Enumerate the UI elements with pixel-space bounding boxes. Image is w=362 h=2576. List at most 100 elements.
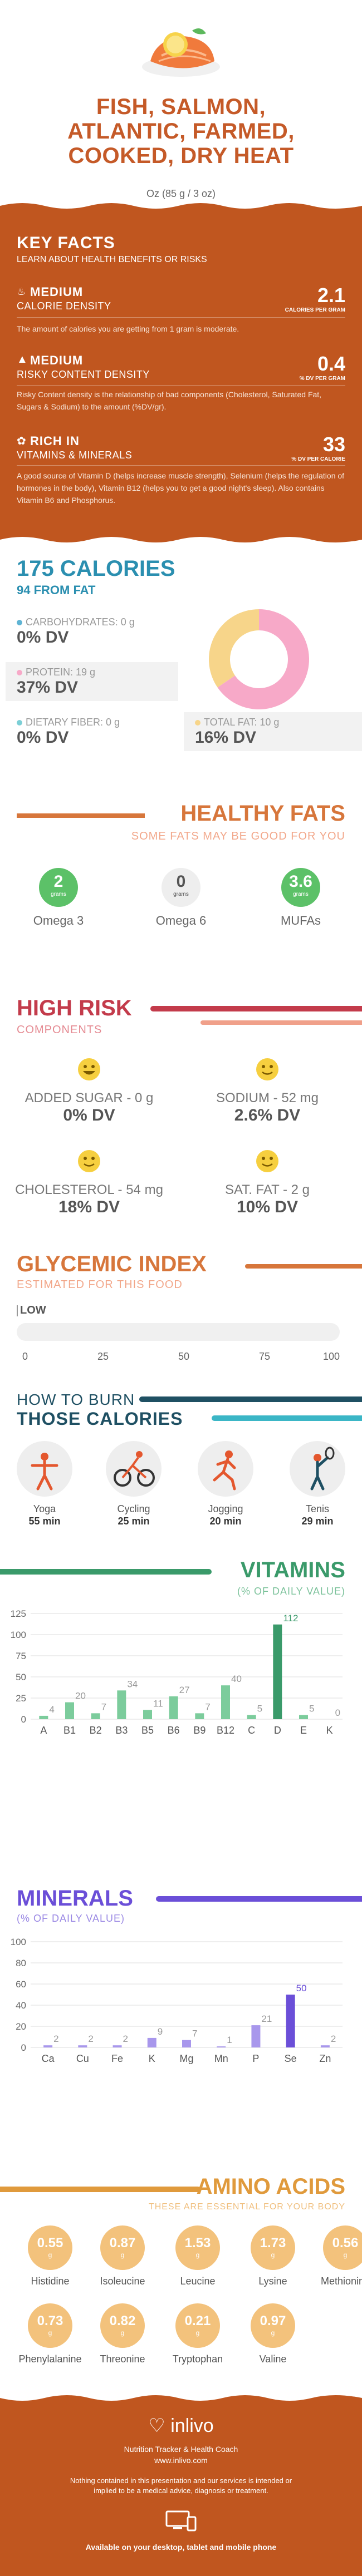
glycemic-title: GLYCEMIC INDEX <box>17 1252 207 1276</box>
y-tick-label: 20 <box>16 2021 26 2032</box>
bar-b1 <box>65 1702 74 1719</box>
bar-value-label: 27 <box>179 1685 190 1695</box>
bar-k <box>147 2037 156 2047</box>
sat-fat-dv: 10% DV <box>236 1198 299 1216</box>
minerals-section: MINERALS (% OF DAILY VALUE) 0 20 40 60 80 100… <box>0 1881 362 2170</box>
warning-icon: ▲ <box>17 353 28 366</box>
amino-label: Lysine <box>258 2276 287 2287</box>
site-url[interactable]: www.inlivo.com <box>154 2456 208 2465</box>
divider <box>17 385 345 386</box>
bar-value-label: 21 <box>261 2014 272 2024</box>
high-risk-section: HIGH RISK COMPONENTS ADDED SUGAR - 0 g 0… <box>0 979 362 1246</box>
risky-density-value: 0.4 <box>317 352 345 375</box>
healthy-fats-section: HEALTHY FATS SOME FATS MAY BE GOOD FOR Y… <box>0 779 362 979</box>
amino-label: Isoleucine <box>100 2276 145 2287</box>
y-tick-label: 100 <box>11 1937 26 1947</box>
amino-circle-threonine: 0.82 g <box>100 2303 145 2348</box>
risky-density-label: RISKY CONTENT DENSITY <box>17 369 150 380</box>
bar-b3 <box>117 1690 126 1719</box>
glycemic-section: GLYCEMIC INDEX ESTIMATED FOR THIS FOOD L… <box>0 1246 362 1380</box>
bar-d <box>273 1624 282 1719</box>
y-tick-label: 80 <box>16 1958 26 1968</box>
bar-value-label: 7 <box>192 2029 197 2039</box>
calories-title: 175 CALORIES <box>17 556 175 581</box>
bar-value-label: 11 <box>153 1698 163 1709</box>
bar-value-label: 2 <box>331 2034 336 2044</box>
y-tick-label: 0 <box>21 1714 26 1725</box>
key-facts-subtitle: LEARN ABOUT HEALTH BENEFITS OR RISKS <box>17 255 207 264</box>
amino-circle-isoleucine: 0.87 g <box>100 2225 145 2270</box>
high-risk-title: HIGH RISK <box>17 996 132 1020</box>
healthy-fats-title: HEALTHY FATS <box>180 801 345 826</box>
bar-zn <box>320 2045 330 2047</box>
x-tick-label: K <box>326 1725 333 1736</box>
x-tick-label: K <box>149 2053 155 2064</box>
gi-tick: 100 <box>322 1351 340 1362</box>
x-tick-label: B12 <box>217 1725 234 1736</box>
sodium-dv: 2.6% DV <box>234 1106 301 1124</box>
pie-slice-total-fat <box>209 609 259 688</box>
risky-density-desc: Risky Content density is the relationshi… <box>17 390 322 411</box>
mufas-circle: 3.6 grams <box>281 868 320 907</box>
cholesterol-dv: 18% DV <box>58 1198 120 1216</box>
sodium-label: SODIUM - 52 mg <box>216 1090 319 1106</box>
fat-stat: TOTAL FAT: 10 g 16% DV <box>184 712 362 751</box>
bar-value-label: 40 <box>231 1674 242 1684</box>
macro-pie-chart <box>209 609 309 709</box>
x-tick-label: A <box>40 1725 47 1736</box>
divider <box>17 317 345 318</box>
amino-label: Tryptophan <box>172 2353 223 2365</box>
cholesterol-label: CHOLESTEROL - 54 mg <box>15 1182 163 1197</box>
amino-label: Methionine <box>320 2276 362 2287</box>
rich-in-desc: A good source of Vitamin D (helps increa… <box>17 471 345 505</box>
amino-circle-lysine: 1.73 g <box>251 2225 295 2270</box>
calorie-level: ♨ MEDIUM <box>17 285 84 299</box>
bar-e <box>299 1715 308 1719</box>
carbs-stat: CARBOHYDRATES: 0 g 0% DV <box>17 616 135 647</box>
bar-b6 <box>169 1696 178 1719</box>
amino-label: Valine <box>259 2353 287 2365</box>
x-tick-label: Zn <box>319 2053 331 2064</box>
x-tick-label: Cu <box>76 2053 89 2064</box>
yoga-icon <box>17 1441 72 1497</box>
rich-level: ✿ RICH IN <box>17 434 80 448</box>
x-tick-label: B2 <box>90 1725 102 1736</box>
bar-value-label: 9 <box>158 2026 163 2037</box>
bar-value-label: 5 <box>257 1703 262 1714</box>
bar-p <box>251 2025 261 2047</box>
bar-value-label: 1 <box>227 2035 232 2045</box>
bar-value-label: 112 <box>283 1613 298 1623</box>
x-tick-label: B1 <box>63 1725 76 1736</box>
rich-in-value: 33 <box>322 433 345 456</box>
x-tick-label: E <box>300 1725 307 1736</box>
x-tick-label: Fe <box>111 2053 123 2064</box>
gi-tick: 50 <box>178 1351 190 1362</box>
amino-label: Phenylalanine <box>18 2353 82 2365</box>
vitamins-subtitle: (% OF DAILY VALUE) <box>237 1586 345 1597</box>
x-tick-label: Se <box>285 2053 297 2064</box>
y-tick-label: 60 <box>16 1979 26 1990</box>
minerals-subtitle: (% OF DAILY VALUE) <box>17 1913 125 1924</box>
bar-value-label: 2 <box>53 2034 58 2044</box>
activity-name: Jogging <box>208 1503 243 1514</box>
bar-value-label: 2 <box>88 2034 93 2044</box>
bar-value-label: 50 <box>296 1983 307 1993</box>
amino-section: AMINO ACIDS THESE ARE ESSENTIAL FOR YOUR… <box>0 2170 362 2392</box>
calorie-density-unit: CALORIES PER GRAM <box>285 307 345 313</box>
y-tick-label: 75 <box>16 1651 26 1661</box>
bar-mg <box>182 2040 191 2047</box>
gi-tick: 25 <box>97 1351 109 1362</box>
y-tick-label: 100 <box>11 1630 26 1640</box>
bar-cu <box>78 2045 87 2047</box>
activity-name: Yoga <box>33 1503 56 1514</box>
bar-value-label: 34 <box>127 1679 138 1689</box>
pie-slice-protein <box>217 609 309 709</box>
jogging-icon <box>198 1441 253 1497</box>
footer: ♡ inlivo Nutrition Tracker & Health Coac… <box>0 2392 362 2576</box>
bar-value-label: 5 <box>309 1703 314 1714</box>
tagline: Nutrition Tracker & Health Coach <box>124 2445 238 2454</box>
x-tick-label: Mn <box>214 2053 228 2064</box>
bar-a <box>39 1715 48 1719</box>
y-tick-label: 25 <box>16 1693 26 1704</box>
